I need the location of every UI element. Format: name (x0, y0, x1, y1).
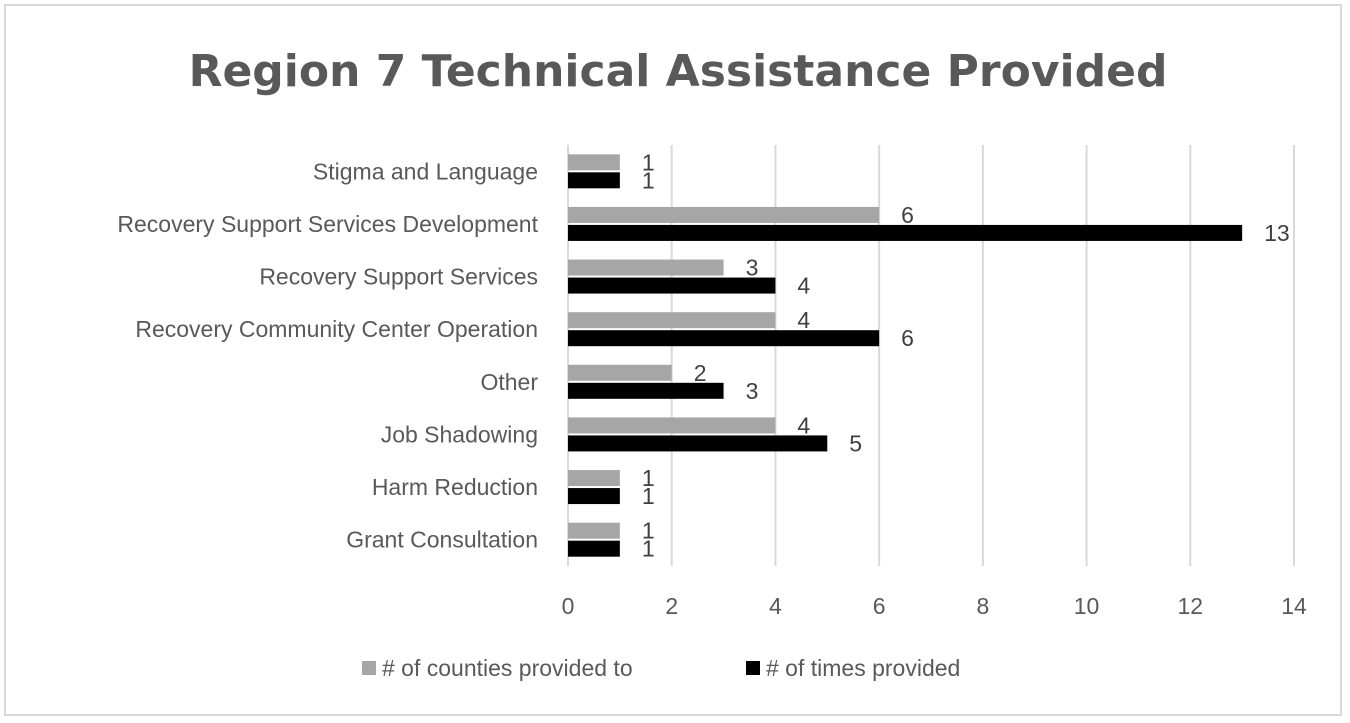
bar-counties (568, 364, 672, 381)
data-label-counties: 3 (746, 255, 759, 281)
data-label-times: 5 (849, 430, 862, 456)
chart-frame (4, 4, 1342, 716)
data-label-times: 6 (901, 325, 914, 351)
category-label: Grant Consultation (346, 527, 538, 553)
bar-times (568, 277, 776, 294)
data-label-counties: 4 (797, 307, 810, 333)
legend-swatch-times (746, 661, 760, 675)
category-label: Other (480, 369, 538, 395)
bar-counties (568, 470, 620, 487)
legend-swatch-counties (362, 661, 376, 675)
bar-counties (568, 522, 620, 539)
chart-title: Region 7 Technical Assistance Provided (189, 46, 1168, 97)
bar-counties (568, 312, 776, 329)
data-label-times: 13 (1264, 220, 1290, 246)
data-label-counties: 4 (797, 412, 810, 438)
bar-times (568, 540, 620, 557)
category-label: Recovery Support Services (259, 264, 538, 290)
data-label-times: 1 (642, 536, 655, 562)
category-label: Harm Reduction (372, 474, 538, 500)
x-tick-label: 12 (1177, 593, 1203, 619)
data-label-times: 3 (746, 378, 759, 404)
data-label-counties: 1 (642, 465, 655, 491)
legend: # of counties provided to # of times prov… (362, 655, 960, 681)
data-label-times: 1 (642, 167, 655, 193)
bar-times (568, 224, 1243, 241)
legend-label-times: # of times provided (766, 655, 960, 681)
bar-counties (568, 206, 880, 223)
bar-times (568, 172, 620, 189)
bar-counties (568, 417, 776, 434)
bars (568, 154, 1243, 557)
x-tick-labels: 0 2 4 6 8 10 12 14 (562, 593, 1307, 619)
x-tick-label: 6 (873, 593, 886, 619)
category-labels: Stigma and Language Recovery Support Serv… (117, 158, 538, 552)
bar-times (568, 488, 620, 505)
bar-counties (568, 259, 724, 276)
category-label: Job Shadowing (381, 421, 538, 447)
bar-times (568, 382, 724, 399)
legend-label-counties: # of counties provided to (382, 655, 633, 681)
data-label-counties: 1 (642, 149, 655, 175)
x-tick-label: 2 (665, 593, 678, 619)
bar-times (568, 435, 828, 452)
x-tick-label: 0 (562, 593, 575, 619)
data-label-counties: 1 (642, 518, 655, 544)
data-label-counties: 2 (694, 360, 707, 386)
category-label: Recovery Support Services Development (117, 211, 538, 237)
category-label: Recovery Community Center Operation (135, 316, 538, 342)
data-label-times: 1 (642, 483, 655, 509)
x-tick-label: 10 (1074, 593, 1100, 619)
bar-counties (568, 154, 620, 171)
x-tick-label: 4 (769, 593, 782, 619)
bar-times (568, 330, 880, 347)
x-tick-label: 8 (976, 593, 989, 619)
category-label: Stigma and Language (313, 158, 538, 184)
data-label-counties: 6 (901, 202, 914, 228)
data-label-times: 4 (797, 273, 810, 299)
x-tick-label: 14 (1281, 593, 1307, 619)
